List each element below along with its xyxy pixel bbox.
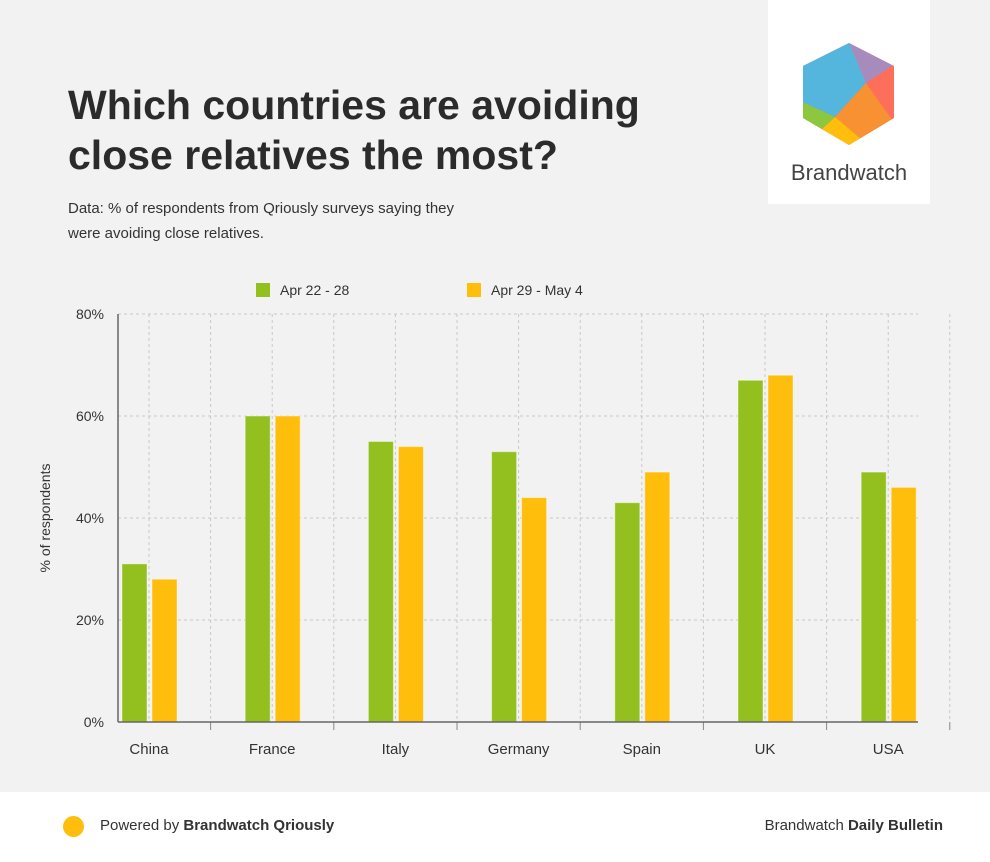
bar-germany-series2	[521, 497, 548, 723]
y-tick-label: 80%	[76, 306, 104, 322]
x-tick-label: Italy	[382, 741, 410, 758]
bar-germany-series1	[491, 451, 518, 723]
y-tick-label: 60%	[76, 408, 104, 424]
logo-text: Brandwatch	[790, 160, 908, 185]
bar-usa-series2	[890, 486, 917, 723]
chart-title: Which countries are avoiding close relat…	[68, 82, 640, 178]
legend-label: Apr 29 - May 4	[491, 282, 583, 298]
bulletin-prefix: Brandwatch	[764, 817, 848, 834]
x-tick-label: Spain	[623, 741, 661, 758]
footer: Powered by Brandwatch Qriously Brandwatc…	[0, 792, 990, 862]
bar-france-series2	[274, 415, 301, 723]
x-tick-label: Germany	[488, 741, 550, 758]
x-tick-label: China	[129, 741, 169, 758]
y-axis-label: % of respondents	[37, 464, 53, 573]
bar-usa-series1	[860, 471, 887, 723]
bar-italy-series2	[397, 446, 424, 723]
bar-china-series1	[121, 563, 148, 723]
dot-icon	[63, 816, 84, 837]
y-tick-label: 0%	[84, 714, 104, 730]
bulletin-name: Daily Bulletin	[847, 817, 943, 834]
bar-uk-series2	[767, 374, 794, 723]
brandwatch-logo: Brandwatch	[768, 0, 930, 204]
legend-label: Apr 22 - 28	[280, 282, 349, 298]
bar-spain-series1	[614, 502, 641, 723]
bar-spain-series2	[644, 471, 671, 723]
chart-subtitle: Data: % of respondents from Qriously sur…	[68, 200, 455, 242]
bar-china-series2	[151, 578, 178, 723]
legend-swatch	[256, 283, 270, 297]
powered-by-label: Powered by	[100, 817, 184, 834]
y-tick-label: 40%	[76, 510, 104, 526]
bar-france-series1	[244, 415, 271, 723]
legend-swatch	[467, 283, 481, 297]
x-tick-label: UK	[755, 741, 776, 758]
y-tick-label: 20%	[76, 612, 104, 628]
x-tick-label: USA	[873, 741, 904, 758]
x-tick-label: France	[249, 741, 296, 758]
bar-uk-series1	[737, 379, 764, 723]
powered-by-brand: Brandwatch Qriously	[183, 817, 335, 834]
bar-italy-series1	[367, 441, 394, 723]
bar-chart: 0% 20% 40% 60% 80% China France Italy Germany Spa…	[37, 282, 951, 758]
brandwatch-hexagon-icon	[803, 43, 894, 145]
